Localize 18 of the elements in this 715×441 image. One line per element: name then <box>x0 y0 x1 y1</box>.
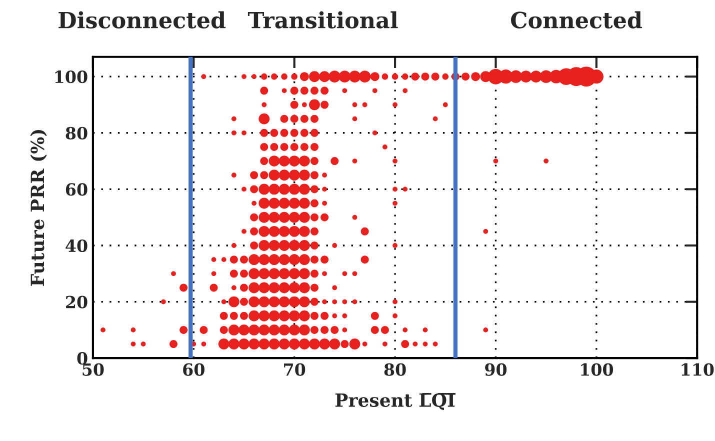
y-tick-label: 80 <box>66 126 88 140</box>
x-tick-label: 60 <box>183 363 204 376</box>
x-tick-label: 100 <box>581 363 614 376</box>
x-tick-label: 70 <box>284 363 306 376</box>
y-tick-label: 0 <box>77 352 88 365</box>
y-tick-label: 60 <box>66 183 88 196</box>
x-tick-label: 50 <box>82 363 104 376</box>
text: Disconnected <box>58 11 226 28</box>
x-tick-label: 90 <box>485 363 507 376</box>
x-axis-title: Present L̅Q̅I̅ <box>335 393 456 410</box>
y-tick-label: 20 <box>66 296 88 308</box>
y-tick-label: 100 <box>55 70 88 84</box>
y-axis-title: Future PRR (%) <box>30 130 47 286</box>
text: Connected <box>511 11 642 28</box>
x-tick-label: 80 <box>384 363 406 376</box>
y-tick-label: 40 <box>66 239 88 252</box>
text: Transitional <box>248 11 398 28</box>
x-tick-label: 110 <box>682 363 714 376</box>
